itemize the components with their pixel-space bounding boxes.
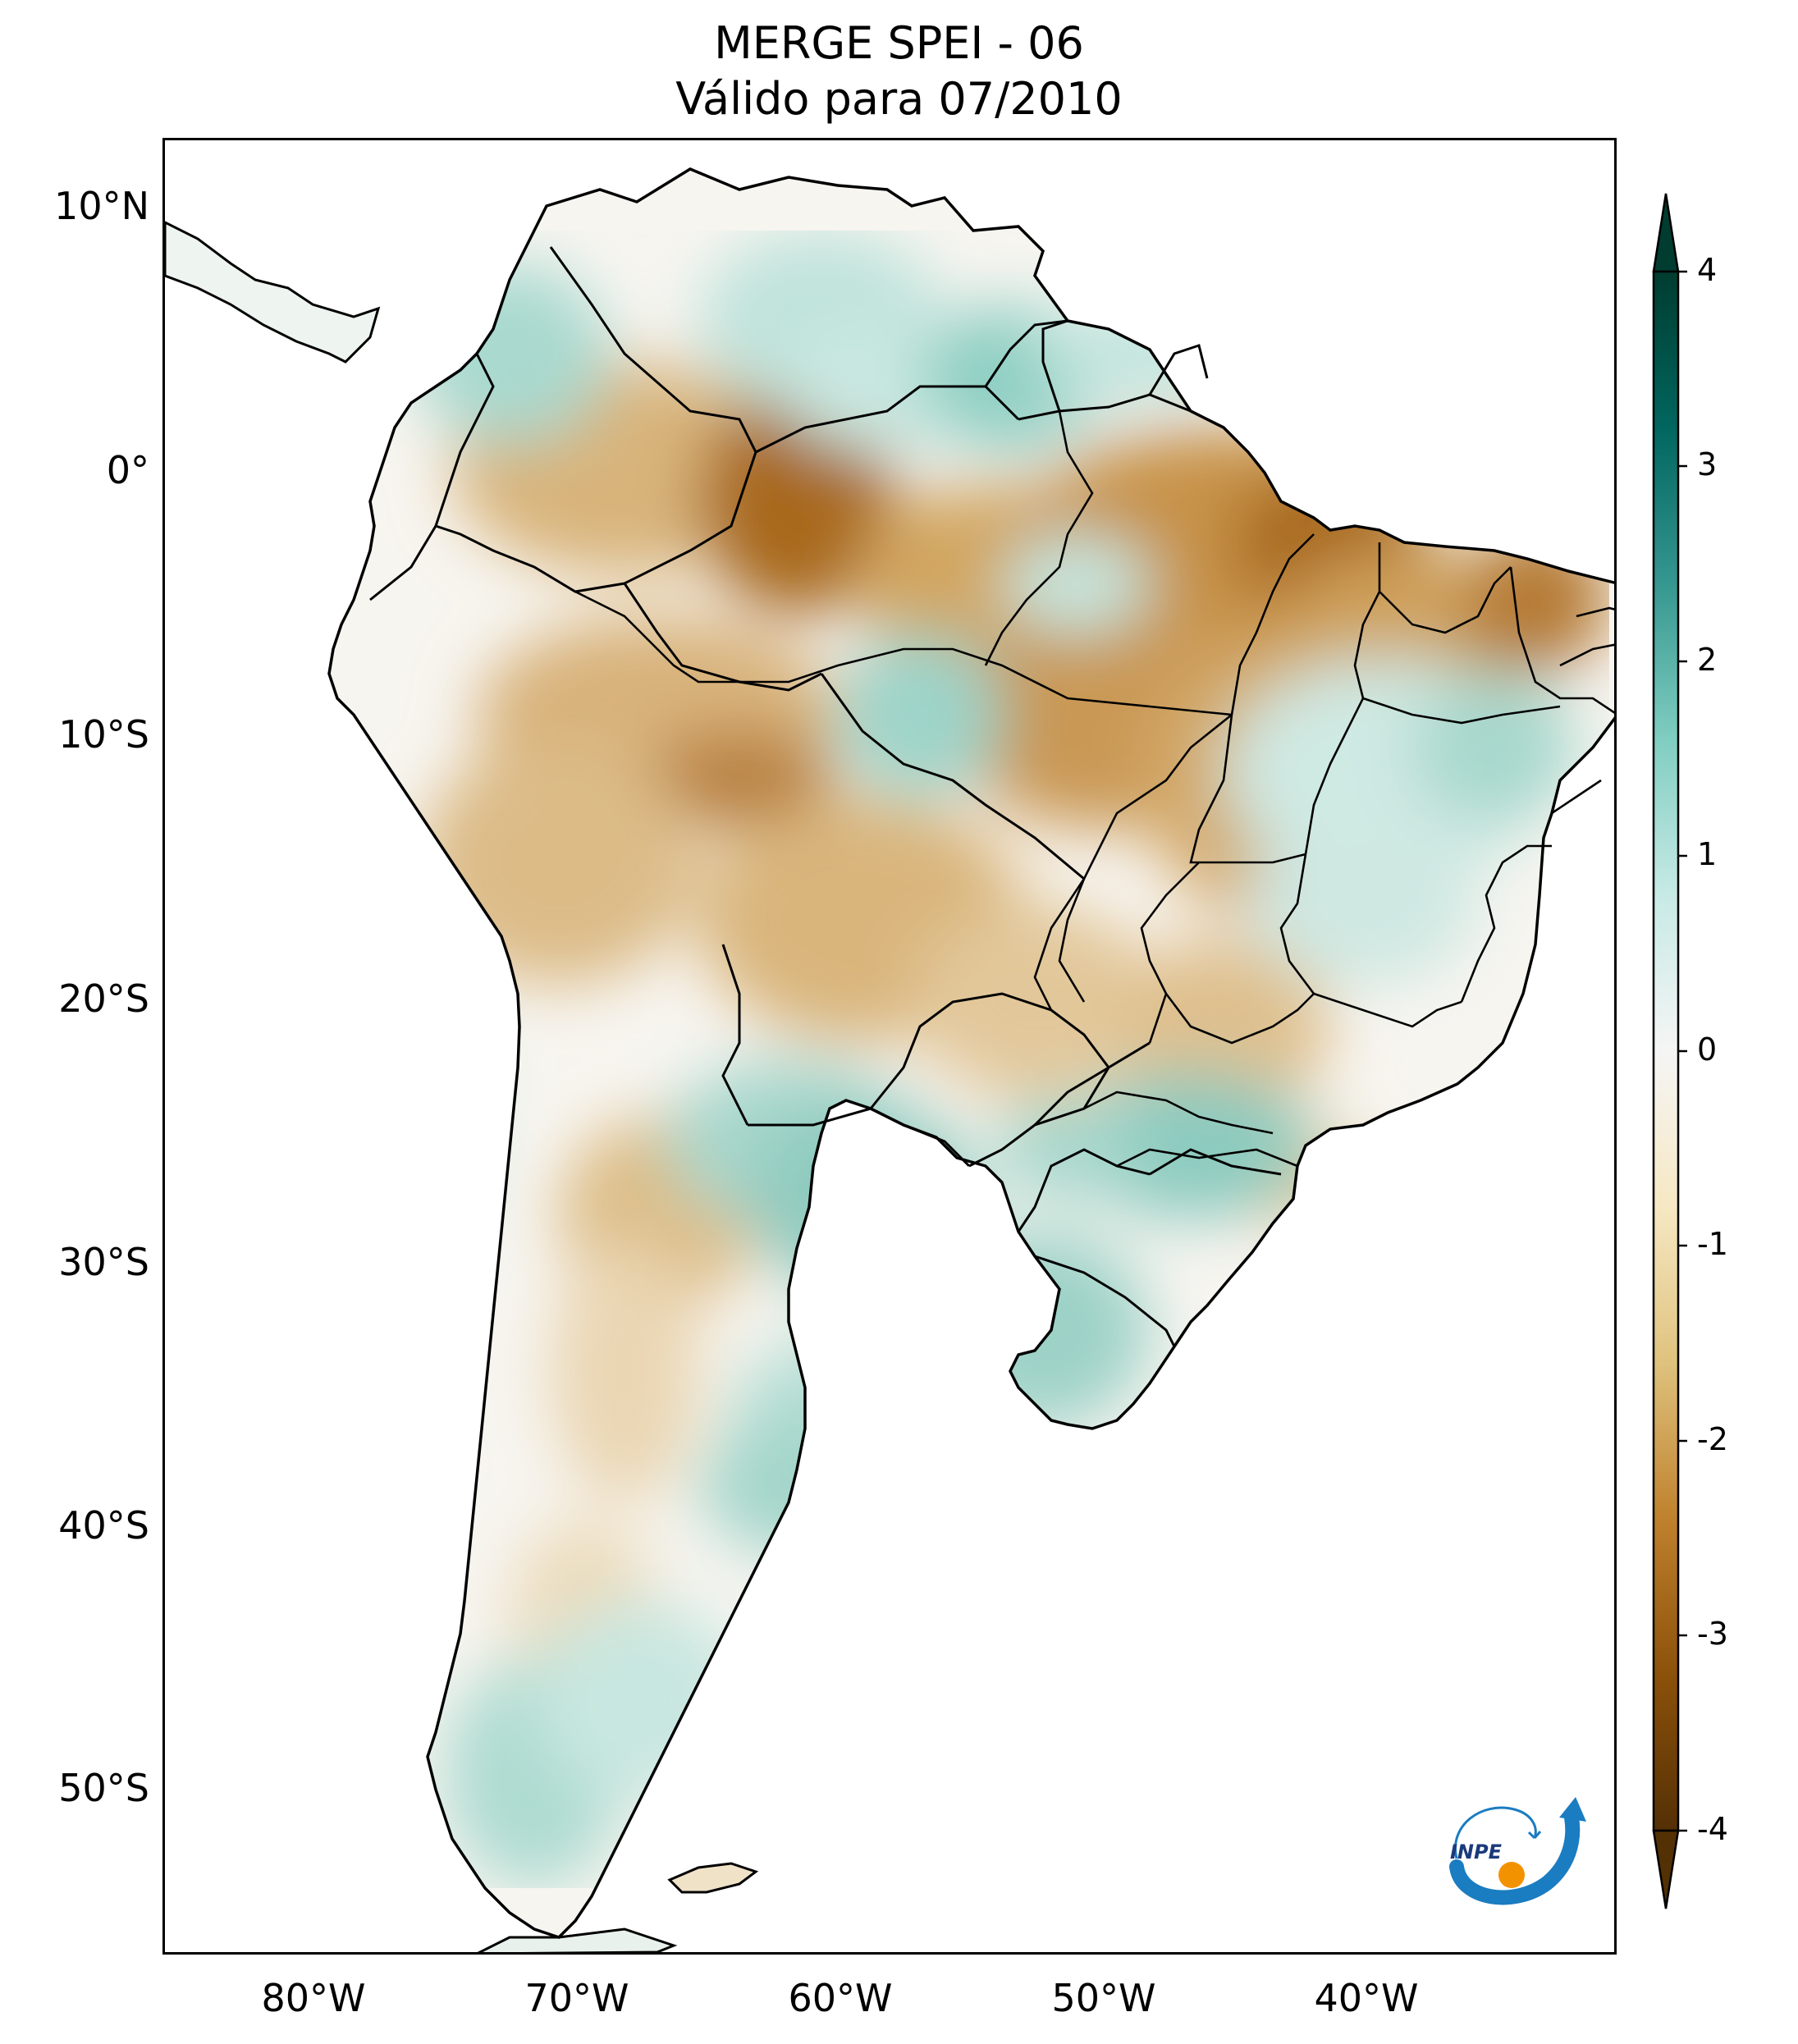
colorbar-label-neg4: -4 [1697,1811,1728,1847]
lat-label-10s: 10°S [58,712,149,757]
central-america [165,221,381,364]
inpe-logo: INPE [1449,1797,1586,1905]
spei-field [329,169,1614,1937]
state-borders [574,410,1614,1168]
lon-label-50w: 50°W [1051,1976,1156,2020]
map-title: MERGE SPEI - 06 [714,17,1084,69]
colorbar-ticks [1678,270,1687,1832]
colorbar-label-neg1: -1 [1697,1226,1728,1262]
country-borders [369,246,1282,1347]
inpe-logo-text: INPE [1450,1841,1503,1863]
lat-label-20s: 20°S [58,976,149,1021]
lat-label-0: 0° [106,448,149,492]
lon-label-80w: 80°W [261,1976,366,2020]
map-subtitle: Válido para 07/2010 [675,73,1123,125]
south-america-map [165,167,1614,1952]
lat-label-30s: 30°S [58,1240,149,1284]
colorbar-label-1: 1 [1697,836,1718,872]
colorbar-label-0: 0 [1697,1031,1718,1068]
lon-label-40w: 40°W [1314,1976,1419,2020]
colorbar-label-neg2: -2 [1697,1421,1728,1457]
lon-label-70w: 70°W [524,1976,629,2020]
lat-label-10n: 10°N [54,184,149,228]
colorbar-label-neg3: -3 [1697,1616,1728,1652]
colorbar-label-3: 3 [1697,446,1718,482]
map-panel [162,138,1617,1955]
colorbar-label-4: 4 [1697,252,1718,288]
colorbar [1652,193,1687,1909]
colorbar-top-extension [1652,193,1680,273]
colorbar-gradient [1652,270,1680,1832]
lat-label-50s: 50°S [58,1766,149,1810]
lon-label-60w: 60°W [788,1976,893,2020]
colorbar-label-2: 2 [1697,642,1718,678]
tierra-del-fuego [477,1927,678,1952]
lat-label-40s: 40°S [58,1503,149,1548]
colorbar-bottom-extension [1652,1829,1680,1909]
falkland-islands [667,1862,759,1894]
